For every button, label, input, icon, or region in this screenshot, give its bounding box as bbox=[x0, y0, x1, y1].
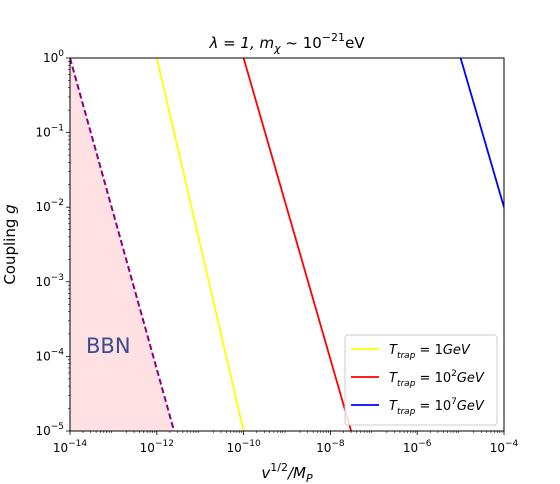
y-tick-label: 10−5 bbox=[35, 422, 64, 438]
series-line-3 bbox=[459, 58, 504, 208]
legend-label-1: Ttrap = 1GeV bbox=[389, 343, 471, 361]
x-axis-label: v1/2/MP bbox=[261, 461, 313, 484]
y-tick-label: 10−2 bbox=[35, 198, 64, 214]
legend: Ttrap = 1GeV Ttrap = 102GeV Ttrap = 107GeV bbox=[344, 334, 498, 426]
legend-box bbox=[344, 334, 498, 426]
x-tick-label: 10−14 bbox=[53, 439, 88, 455]
y-tick-label: 10−1 bbox=[35, 124, 64, 140]
legend-label-3: Ttrap = 107GeV bbox=[389, 397, 485, 417]
bbn-label: BBN bbox=[86, 334, 131, 358]
x-tick-label: 10−6 bbox=[403, 439, 432, 455]
chart-title: λ = 1, mχ ~ 10−21eV bbox=[208, 31, 365, 55]
series-line-2 bbox=[242, 58, 352, 431]
plot-frame bbox=[69, 57, 505, 432]
y-tick-label: 10−4 bbox=[35, 347, 64, 363]
x-tick-label: 10−4 bbox=[490, 439, 519, 455]
x-tick-label: 10−8 bbox=[316, 439, 345, 455]
y-tick-label: 10−3 bbox=[35, 273, 64, 289]
y-axis-label: Coupling g bbox=[1, 204, 19, 284]
chart-marks: BBN bbox=[70, 58, 504, 431]
x-tick-label: 10−10 bbox=[226, 439, 261, 455]
series-line-1 bbox=[155, 58, 245, 431]
x-tick-label: 10−12 bbox=[140, 439, 174, 455]
y-tick-label: 100 bbox=[43, 49, 64, 65]
axes: 10−14 10−12 10−10 10−8 10−6 10−4 10−5 10−4 10−3 1… bbox=[1, 31, 519, 484]
legend-label-2: Ttrap = 102GeV bbox=[389, 369, 485, 389]
bbn-boundary-line bbox=[70, 58, 176, 431]
